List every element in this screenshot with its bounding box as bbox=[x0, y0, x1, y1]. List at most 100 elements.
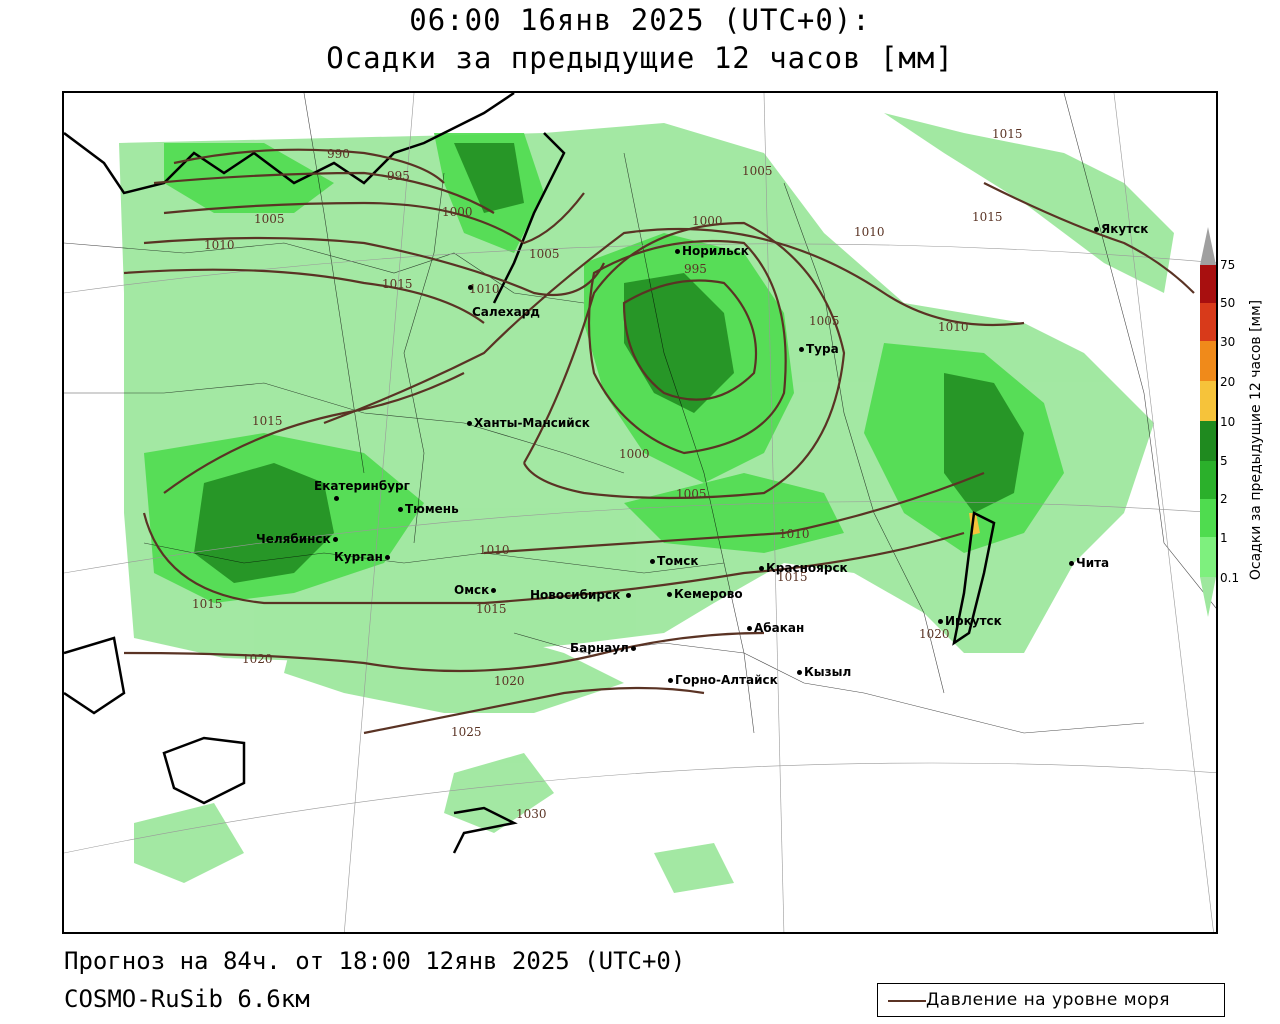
isobar-label: 1010 bbox=[479, 543, 510, 557]
colorbar-segment bbox=[1200, 303, 1216, 341]
isobar-label: 1005 bbox=[676, 487, 707, 501]
city-label: Салехард bbox=[472, 305, 540, 319]
isobar-label: 1015 bbox=[992, 127, 1023, 141]
colorbar-tick: 75 bbox=[1220, 258, 1236, 272]
city-marker-icon bbox=[675, 249, 680, 254]
colorbar-segment bbox=[1200, 461, 1216, 499]
city-marker-icon bbox=[668, 678, 673, 683]
city-label bbox=[334, 491, 341, 505]
isobar-1005-north bbox=[163, 192, 585, 245]
isobar-1010-north bbox=[143, 236, 605, 297]
city-label: Ханты-Мансийск bbox=[467, 416, 590, 430]
colorbar-tick: 20 bbox=[1220, 375, 1236, 389]
city-marker-icon bbox=[650, 559, 655, 564]
precipitation-colorbar bbox=[1200, 227, 1216, 617]
isobar-1020 bbox=[123, 631, 765, 673]
isobar-1015-south bbox=[142, 512, 965, 605]
city-marker-icon bbox=[334, 496, 339, 501]
city-label: Новосибирск bbox=[530, 588, 633, 602]
admin-borders bbox=[64, 93, 1216, 734]
isobar-label: 1010 bbox=[204, 238, 235, 252]
map-title-time: 06:00 16янв 2025 (UTC+0): bbox=[409, 3, 871, 37]
colorbar-segment bbox=[1200, 421, 1216, 461]
isobar-1025 bbox=[363, 686, 705, 735]
city-marker-icon bbox=[626, 593, 632, 598]
colorbar-underflow-arrow bbox=[1200, 577, 1216, 617]
city-label: Якутск bbox=[1094, 222, 1148, 236]
colorbar-tick: 5 bbox=[1220, 454, 1228, 468]
colorbar-segment bbox=[1200, 499, 1216, 537]
precipitation-map[interactable]: 990 995 1000 995 1000 1000 1005 1005 100… bbox=[62, 91, 1218, 934]
city-label: Иркутск bbox=[938, 614, 1002, 628]
colorbar-title: Осадки за предыдущие 12 часов [мм] bbox=[1248, 299, 1264, 581]
city-marker-icon bbox=[797, 670, 802, 675]
pressure-legend: Давление на уровне моря bbox=[877, 983, 1225, 1017]
isobar-990 bbox=[173, 148, 445, 184]
city-marker-icon bbox=[384, 555, 390, 560]
isobar-1005-center bbox=[523, 221, 846, 500]
colorbar-tick: 1 bbox=[1220, 531, 1228, 545]
isobar-label: 1010 bbox=[779, 527, 810, 541]
isobars bbox=[123, 148, 1195, 735]
isobar-1000-center bbox=[587, 239, 787, 455]
isobar-label: 1010 bbox=[938, 320, 969, 334]
isobar-label: 1000 bbox=[619, 447, 650, 461]
isobar-label: 1015 bbox=[382, 277, 413, 291]
colorbar-tick: 0.1 bbox=[1220, 571, 1240, 585]
city-marker-icon bbox=[938, 619, 943, 624]
colorbar-segment bbox=[1200, 265, 1216, 303]
city-label: Кемерово bbox=[667, 587, 743, 601]
isobar-label: 990 bbox=[327, 147, 350, 161]
isobar-label: 1010 bbox=[854, 225, 885, 239]
colorbar-tick: 50 bbox=[1220, 296, 1236, 310]
isobar-label: 1030 bbox=[516, 807, 547, 821]
city-label: Тура bbox=[799, 342, 839, 356]
city-marker-icon bbox=[332, 537, 338, 542]
colorbar-segment bbox=[1200, 341, 1216, 381]
isobar-label: 1020 bbox=[919, 627, 950, 641]
city-label bbox=[468, 280, 475, 294]
isobar-label: 1000 bbox=[442, 205, 473, 219]
colorbar-tick: 30 bbox=[1220, 335, 1236, 349]
city-label: Красноярск bbox=[759, 561, 848, 575]
city-label: Томск bbox=[650, 554, 699, 568]
city-marker-icon bbox=[630, 646, 636, 651]
isobar-995-center bbox=[622, 279, 758, 401]
isobar-label: 1015 bbox=[192, 597, 223, 611]
city-label: Чита bbox=[1069, 556, 1109, 570]
city-label: Тюмень bbox=[398, 502, 459, 516]
city-marker-icon bbox=[747, 626, 752, 631]
isobar-label: 1005 bbox=[809, 314, 840, 328]
city-marker-icon bbox=[759, 566, 764, 571]
isobar-label: 1000 bbox=[692, 214, 723, 228]
city-marker-icon bbox=[467, 421, 472, 426]
city-label: Омск bbox=[454, 583, 498, 597]
forecast-info: Прогноз на 84ч. от 18:00 12янв 2025 (UTC… bbox=[64, 947, 686, 975]
city-label: Барнаул bbox=[570, 641, 638, 655]
colorbar-overflow-arrow bbox=[1200, 227, 1216, 265]
city-label: Абакан bbox=[747, 621, 804, 635]
city-marker-icon bbox=[1094, 227, 1099, 232]
city-label: Кызыл bbox=[797, 665, 851, 679]
coastlines bbox=[64, 93, 996, 854]
isobar-label: 1010 bbox=[469, 282, 500, 296]
city-label: Курган bbox=[334, 550, 392, 564]
isobar-1010-south bbox=[483, 471, 985, 555]
isobar-label: 1005 bbox=[529, 247, 560, 261]
isobar-label: 1005 bbox=[742, 164, 773, 178]
pressure-line-swatch bbox=[888, 1000, 926, 1002]
isobar-label: 1020 bbox=[242, 652, 273, 666]
isobar-label: 1015 bbox=[252, 414, 283, 428]
city-marker-icon bbox=[398, 507, 403, 512]
city-marker-icon bbox=[468, 285, 473, 290]
isobar-label: 1015 bbox=[972, 210, 1003, 224]
isobar-1015-north bbox=[123, 268, 485, 324]
city-marker-icon bbox=[799, 347, 804, 352]
isobar-label: 1025 bbox=[451, 725, 482, 739]
city-label: Челябинск bbox=[256, 532, 340, 546]
city-label: Екатеринбург bbox=[314, 479, 410, 493]
city-label: Норильск bbox=[675, 244, 749, 258]
colorbar-tick: 10 bbox=[1220, 415, 1236, 429]
isobar-1015-west bbox=[163, 372, 465, 494]
isobar-label: 1005 bbox=[254, 212, 285, 226]
